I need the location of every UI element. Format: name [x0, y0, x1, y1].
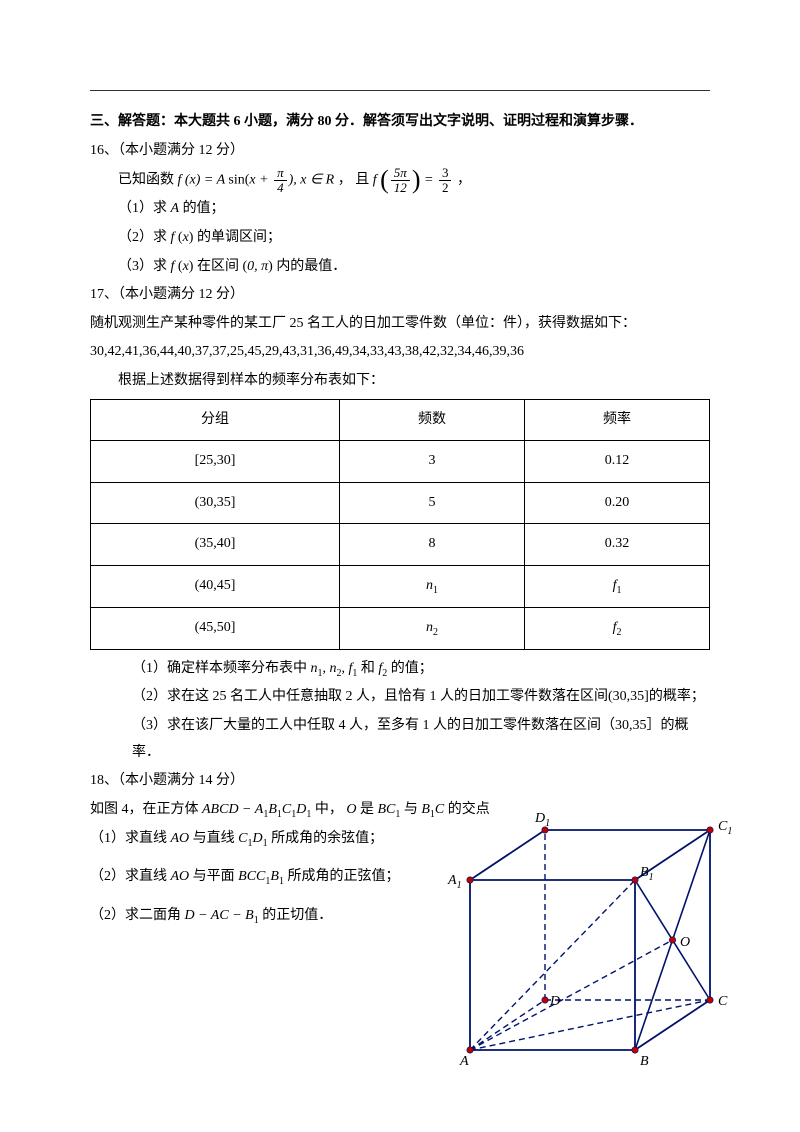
table-row: [25,30] 3 0.12 [91, 441, 710, 483]
table-row: (45,50] n2 f2 [91, 607, 710, 649]
q16-p2: （2）求 f (x) 的单调区间； [90, 225, 710, 252]
q17-line1: 随机观测生产某种零件的某工厂 25 名工人的日加工零件数（单位：件），获得数据如… [90, 311, 710, 338]
table-body: [25,30] 3 0.12 (30,35] 5 0.20 (35,40] 8 … [91, 441, 710, 649]
svg-text:B: B [640, 1054, 649, 1069]
th-freq: 频率 [525, 399, 710, 441]
q17-line2: 根据上述数据得到样本的频率分布表如下： [90, 368, 710, 395]
page: 三、解答题：本大题共 6 小题，满分 80 分．解答须写出文字说明、证明过程和演… [0, 0, 800, 1132]
q16-func: f (x) = A sin(x + [178, 173, 273, 188]
table-row: (30,35] 5 0.20 [91, 482, 710, 524]
q16-head: 16、（本小题满分 12 分） [90, 138, 710, 165]
q17-data: 30,42,41,36,44,40,37,37,25,45,29,43,31,3… [90, 339, 710, 366]
top-rule [90, 90, 710, 91]
5pi-over-12: 5π12 [389, 166, 412, 194]
q17-p1: （1）确定样本频率分布表中 n1, n2, f1 和 f2 的值； [90, 656, 710, 683]
q17-p2: （2）求在这 25 名工人中任意抽取 2 人，且恰有 1 人的日加工零件数落在区… [90, 684, 710, 711]
frequency-table: 分组 频数 频率 [25,30] 3 0.12 (30,35] 5 0.20 (… [90, 399, 710, 650]
table-row: (40,45] n1 f1 [91, 566, 710, 608]
q16-stem-post: ， [457, 173, 471, 188]
cube-svg: A B C D A1 B1 C1 D1 O [440, 800, 740, 1070]
svg-text:A1: A1 [447, 873, 462, 891]
svg-text:B1: B1 [640, 865, 654, 883]
q16-p1: （1）求 A 的值； [90, 196, 710, 223]
three-halves: 32 [437, 166, 454, 194]
q18-p2: （2）求直线 AO 与平面 BCC1B1 所成角的正弦值； [90, 864, 450, 891]
section-heading: 三、解答题：本大题共 6 小题，满分 80 分．解答须写出文字说明、证明过程和演… [90, 109, 710, 136]
th-count: 频数 [340, 399, 525, 441]
svg-text:O: O [680, 935, 690, 950]
svg-text:C1: C1 [718, 819, 732, 837]
svg-text:D1: D1 [534, 811, 550, 829]
table-header-row: 分组 频数 频率 [91, 399, 710, 441]
pi-over-4: π4 [272, 166, 289, 194]
q17-head: 17、（本小题满分 12 分） [90, 282, 710, 309]
table-row: (35,40] 8 0.32 [91, 524, 710, 566]
q16-stem-pre: 已知函数 [118, 173, 178, 188]
cube-figure: A B C D A1 B1 C1 D1 O [440, 800, 740, 1070]
q18-head: 18、（本小题满分 14 分） [90, 768, 710, 795]
svg-text:D: D [549, 994, 560, 1009]
q16-stem: 已知函数 f (x) = A sin(x + π4), x ∈ R ， 且 f … [90, 166, 710, 194]
q16-p3: （3）求 f (x) 在区间 (0, π) 内的最值． [90, 254, 710, 281]
q18-p3: （2）求二面角 D − AC − B1 的正切值． [90, 903, 450, 930]
th-group: 分组 [91, 399, 340, 441]
q16-stem-mid: ， 且 [338, 173, 373, 188]
q18-p1: （1）求直线 AO 与直线 C1D1 所成角的余弦值； [90, 826, 450, 853]
q17-p3: （3）求在该厂大量的工人中任取 4 人，至多有 1 人的日加工零件数落在区间（3… [90, 713, 710, 766]
svg-text:C: C [718, 994, 728, 1009]
svg-text:A: A [459, 1054, 469, 1069]
